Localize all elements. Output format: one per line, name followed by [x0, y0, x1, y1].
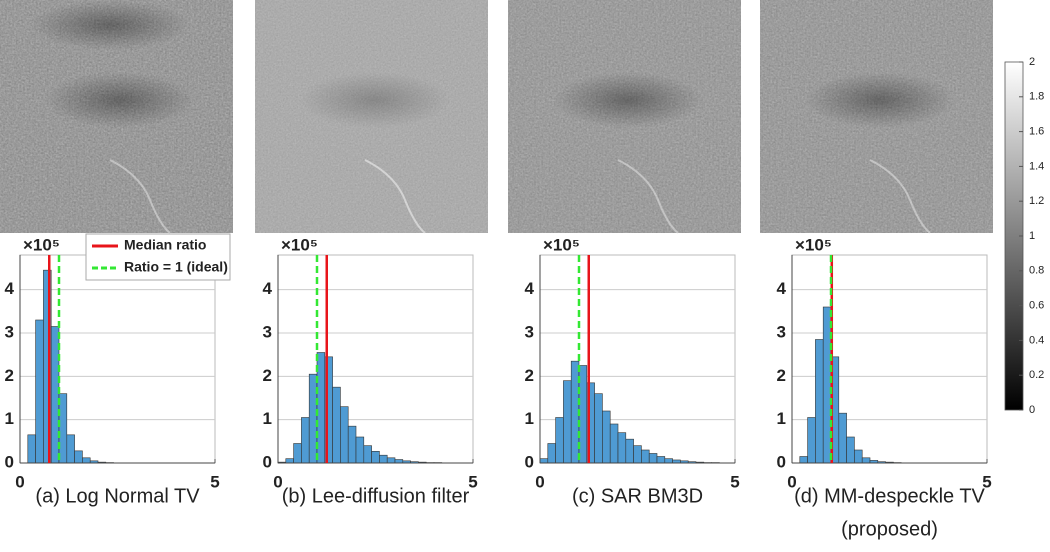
histogram-bar — [540, 459, 548, 463]
y-tick-label: 3 — [525, 322, 534, 341]
histogram-bar — [379, 455, 387, 463]
histogram-bar — [395, 460, 403, 463]
histogram-bar — [649, 453, 657, 463]
histogram-bar — [665, 459, 673, 463]
caption: (proposed) — [841, 518, 938, 540]
colorbar-tick-label: 0.2 — [1029, 369, 1044, 381]
histogram-bar — [548, 444, 556, 464]
histogram-bar — [348, 426, 356, 463]
x-tick-label: 0 — [535, 472, 544, 491]
histogram-bar — [618, 433, 626, 463]
colorbar-tick-label: 1.6 — [1029, 126, 1044, 138]
y-tick-label: 0 — [777, 452, 786, 471]
histogram-bar — [657, 457, 665, 464]
histogram-bar — [641, 450, 649, 463]
y-tick-label: 0 — [525, 452, 534, 471]
colorbar-tick-label: 1 — [1029, 230, 1035, 242]
x-tick-label: 0 — [15, 472, 24, 491]
y-tick-label: 0 — [263, 452, 272, 471]
histogram-bar — [294, 444, 302, 464]
colorbar-tick-label: 0.6 — [1029, 300, 1044, 312]
histogram-bar — [610, 424, 618, 463]
y-tick-label: 2 — [5, 366, 14, 385]
histogram-bar — [634, 446, 642, 463]
x-tick-label: 5 — [468, 472, 477, 491]
histogram-bar — [595, 394, 603, 463]
y-multiplier: ×10⁵ — [795, 235, 832, 254]
histogram-bar — [364, 446, 372, 463]
histogram-bar — [808, 418, 816, 464]
y-multiplier: ×10⁵ — [23, 235, 60, 254]
image-a — [0, 0, 233, 233]
image-b — [255, 0, 488, 233]
y-multiplier: ×10⁵ — [281, 235, 318, 254]
histogram-bar — [800, 457, 808, 464]
histogram-bar — [75, 451, 83, 463]
colorbar-tick-label: 0.8 — [1029, 265, 1044, 277]
histogram-bar — [823, 307, 831, 463]
y-tick-label: 4 — [777, 279, 787, 298]
histogram-bar — [372, 451, 380, 463]
y-tick-label: 1 — [525, 409, 534, 428]
histogram-bar — [556, 418, 564, 464]
histogram-bar — [28, 435, 36, 463]
legend-label: Median ratio — [124, 237, 206, 253]
histogram-bar — [36, 320, 44, 463]
x-tick-label: 5 — [210, 472, 219, 491]
histogram-bar — [286, 459, 294, 463]
colorbar-tick-label: 0.4 — [1029, 334, 1044, 346]
histogram-bar — [387, 458, 395, 463]
histogram-bar — [839, 413, 847, 463]
histogram-bar — [862, 458, 870, 463]
colorbar-tick-label: 1.2 — [1029, 195, 1044, 207]
colorbar-tick-label: 1.8 — [1029, 91, 1044, 103]
colorbar-tick-label: 1.4 — [1029, 160, 1044, 172]
y-tick-label: 1 — [263, 409, 272, 428]
image-c — [508, 0, 741, 233]
histogram-bar — [847, 437, 855, 463]
caption: (a) Log Normal TV — [35, 485, 200, 507]
y-tick-label: 4 — [5, 279, 15, 298]
caption: (c) SAR BM3D — [572, 485, 703, 507]
image-d — [760, 0, 993, 233]
y-tick-label: 4 — [525, 279, 535, 298]
histogram-bar — [563, 381, 571, 463]
y-tick-label: 1 — [5, 409, 14, 428]
y-tick-label: 2 — [777, 366, 786, 385]
caption: (d) MM-despeckle TV — [794, 485, 985, 507]
y-tick-label: 3 — [5, 322, 14, 341]
histogram-bar — [626, 439, 634, 463]
y-tick-label: 2 — [525, 366, 534, 385]
y-tick-label: 4 — [263, 279, 273, 298]
histogram-bar — [67, 435, 75, 463]
colorbar-tick-label: 0 — [1029, 404, 1035, 416]
histogram-bar — [854, 450, 862, 463]
x-tick-label: 5 — [730, 472, 739, 491]
histogram-bar — [602, 411, 610, 463]
y-tick-label: 3 — [263, 322, 272, 341]
histogram-bar — [82, 458, 90, 463]
y-tick-label: 3 — [777, 322, 786, 341]
y-multiplier: ×10⁵ — [543, 235, 580, 254]
legend-label: Ratio = 1 (ideal) — [124, 259, 228, 275]
caption: (b) Lee-diffusion filter — [282, 485, 470, 507]
colorbar-tick-label: 2 — [1029, 56, 1035, 68]
histogram-bar — [356, 437, 364, 463]
histogram-bar — [333, 387, 341, 463]
histogram-bar — [815, 340, 823, 464]
histogram-bar — [301, 418, 309, 464]
histogram-bar — [340, 407, 348, 463]
y-tick-label: 2 — [263, 366, 272, 385]
y-tick-label: 1 — [777, 409, 786, 428]
y-tick-label: 0 — [5, 452, 14, 471]
